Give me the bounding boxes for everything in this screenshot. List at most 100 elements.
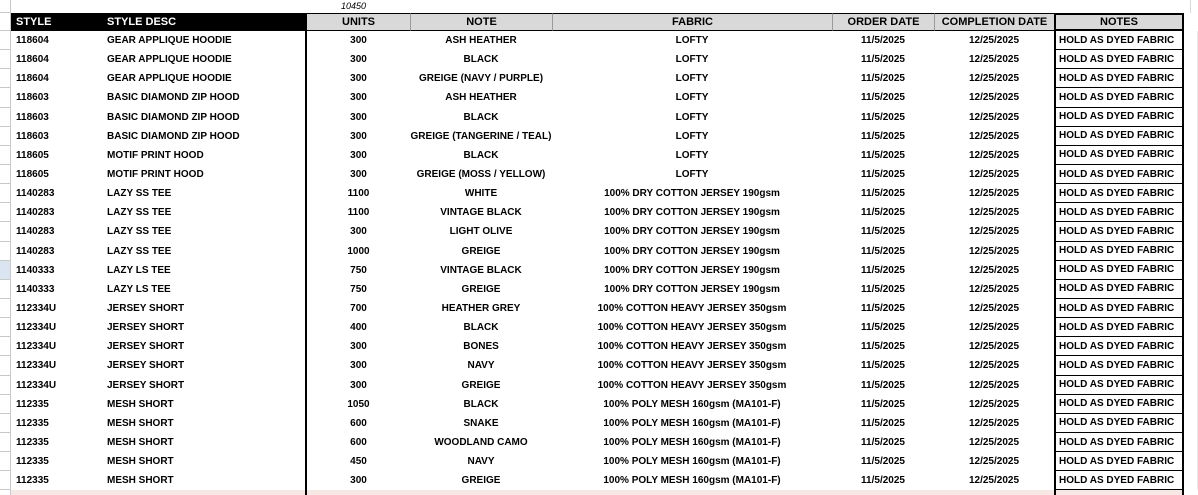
cell-fabric[interactable]: LOFTY bbox=[675, 169, 709, 181]
cell-style-desc[interactable]: JERSEY SHORT bbox=[107, 303, 185, 315]
cell-completion-date[interactable]: 12/25/2025 bbox=[968, 322, 1020, 334]
cell-note[interactable]: GREIGE (NAVY / PURPLE) bbox=[418, 73, 544, 85]
cell-notes[interactable]: HOLD AS DYED FABRIC bbox=[1054, 241, 1184, 261]
cell-note[interactable]: GREIGE (MOSS / YELLOW) bbox=[416, 169, 546, 181]
cell-style-desc[interactable]: GEAR APPLIQUE HOODIE bbox=[107, 54, 232, 66]
cell-notes[interactable]: HOLD AS DYED FABRIC bbox=[1054, 184, 1184, 204]
cell-notes[interactable]: HOLD AS DYED FABRIC bbox=[1054, 260, 1184, 280]
cell-units[interactable]: 300 bbox=[305, 69, 410, 89]
row-header-cell[interactable] bbox=[0, 241, 11, 261]
cell-style-desc[interactable]: MOTIF PRINT HOOD bbox=[107, 149, 204, 161]
cell-empty[interactable] bbox=[1184, 298, 1198, 319]
cell-completion-date[interactable]: 12/25/2025 bbox=[968, 73, 1020, 85]
row-header-cell[interactable] bbox=[0, 69, 11, 89]
cell-units[interactable]: 1100 bbox=[305, 184, 410, 204]
cell-style[interactable]: 118605 bbox=[16, 169, 49, 181]
cell-completion-date[interactable]: 12/25/2025 bbox=[968, 130, 1020, 142]
cell-style[interactable]: 118603 bbox=[16, 92, 49, 104]
cell-units[interactable]: 300 bbox=[305, 126, 410, 146]
row-header-cell[interactable] bbox=[0, 260, 11, 280]
row-header-cell[interactable] bbox=[0, 452, 11, 472]
cell-empty[interactable] bbox=[1184, 452, 1198, 472]
cell-style-desc[interactable]: GEAR APPLIQUE HOODIE bbox=[107, 35, 232, 47]
cell-fabric[interactable]: 100% DRY COTTON JERSEY 190gsm bbox=[604, 188, 780, 200]
cell-style-desc[interactable]: JERSEY SHORT bbox=[107, 360, 185, 372]
cell-style-desc[interactable]: JERSEY SHORT bbox=[107, 322, 185, 334]
cell-empty[interactable] bbox=[1184, 260, 1198, 280]
cell-units[interactable]: 1100 bbox=[305, 203, 410, 223]
cell-note[interactable]: ASH HEATHER bbox=[445, 35, 517, 47]
cell-empty[interactable] bbox=[1184, 145, 1198, 165]
cell-order-date[interactable]: 11/5/2025 bbox=[861, 398, 905, 410]
cell-fabric[interactable]: 100% COTTON HEAVY JERSEY 350gsm bbox=[597, 303, 787, 315]
cell-style[interactable]: 1140333 bbox=[16, 264, 55, 276]
cell-style[interactable]: 112334U bbox=[16, 360, 57, 372]
cell-empty[interactable] bbox=[1184, 164, 1198, 185]
row-header-cell[interactable] bbox=[0, 50, 11, 70]
cell-completion-date[interactable]: 12/25/2025 bbox=[968, 303, 1020, 315]
cell-note[interactable]: NAVY bbox=[467, 360, 495, 372]
cell-style[interactable]: 118605 bbox=[16, 149, 49, 161]
row-header-cell[interactable] bbox=[0, 203, 11, 223]
row-header-cell[interactable] bbox=[0, 490, 11, 495]
cell-completion-date[interactable]: 12/25/2025 bbox=[968, 379, 1020, 391]
cell-completion-date[interactable]: 12/25/2025 bbox=[968, 35, 1020, 47]
cell-units[interactable]: 700 bbox=[305, 298, 410, 319]
cell-units[interactable]: 300 bbox=[305, 375, 410, 395]
cell-completion-date[interactable]: 12/25/2025 bbox=[968, 456, 1020, 468]
cell-note[interactable]: GREIGE bbox=[461, 475, 501, 487]
cell-notes[interactable]: HOLD AS DYED FABRIC bbox=[1054, 413, 1184, 433]
cell-order-date[interactable]: 11/5/2025 bbox=[861, 111, 905, 123]
cell-fabric[interactable]: LOFTY bbox=[675, 73, 709, 85]
cell-order-date[interactable]: 11/5/2025 bbox=[861, 54, 905, 66]
cell-units[interactable]: 300 bbox=[305, 50, 410, 70]
cell-empty[interactable] bbox=[1184, 318, 1198, 338]
cell-note[interactable]: GREIGE bbox=[461, 245, 501, 257]
cell-style[interactable]: 118603 bbox=[16, 130, 49, 142]
cell-units[interactable]: 1050 bbox=[305, 394, 410, 414]
cell-style-desc[interactable]: MESH SHORT bbox=[107, 456, 174, 468]
cell-fabric[interactable]: LOFTY bbox=[675, 54, 709, 66]
cell-empty[interactable] bbox=[1184, 356, 1198, 376]
cell-empty[interactable] bbox=[1184, 31, 1198, 51]
cell-notes[interactable]: HOLD AS DYED FABRIC bbox=[1054, 50, 1184, 70]
cell-units[interactable]: 300 bbox=[305, 337, 410, 357]
cell-note[interactable]: BONES bbox=[463, 341, 499, 353]
cell-completion-date[interactable]: 12/25/2025 bbox=[968, 264, 1020, 276]
column-header-notes[interactable]: NOTES bbox=[1054, 13, 1184, 31]
row-header-cell[interactable] bbox=[0, 356, 11, 376]
cell-completion-date[interactable]: 12/25/2025 bbox=[968, 169, 1020, 181]
cell-completion-date[interactable]: 12/25/2025 bbox=[968, 245, 1020, 257]
cell-style[interactable]: 118603 bbox=[16, 111, 49, 123]
cell-completion-date[interactable]: 12/25/2025 bbox=[968, 188, 1020, 200]
cell-fabric[interactable]: 100% POLY MESH 160gsm (MA101-F) bbox=[603, 437, 781, 449]
cell-fabric[interactable]: LOFTY bbox=[675, 149, 709, 161]
row-header-cell[interactable] bbox=[0, 13, 11, 31]
cell-style[interactable]: 112334U bbox=[16, 322, 57, 334]
row-header-cell[interactable] bbox=[0, 298, 11, 319]
cell-empty[interactable] bbox=[1184, 203, 1198, 223]
cell-style-desc[interactable]: MESH SHORT bbox=[107, 417, 174, 429]
cell-style-desc[interactable]: BASIC DIAMOND ZIP HOOD bbox=[107, 130, 240, 142]
row-header-cell[interactable] bbox=[0, 375, 11, 395]
cell-style-desc[interactable]: JERSEY SHORT bbox=[107, 341, 185, 353]
cell-fabric[interactable]: 100% COTTON HEAVY JERSEY 350gsm bbox=[597, 379, 787, 391]
cell-style[interactable]: 118604 bbox=[16, 73, 49, 85]
column-header-note[interactable]: NOTE bbox=[410, 13, 552, 31]
cell-order-date[interactable]: 11/5/2025 bbox=[861, 149, 905, 161]
cell-notes[interactable]: HOLD AS DYED FABRIC bbox=[1054, 279, 1184, 299]
cell-completion-date[interactable]: 12/25/2025 bbox=[968, 149, 1020, 161]
cell-note[interactable]: NAVY bbox=[467, 456, 495, 468]
column-header-style[interactable]: STYLE bbox=[16, 16, 52, 28]
cell-notes[interactable]: HOLD AS DYED FABRIC bbox=[1054, 318, 1184, 338]
cell-fabric[interactable]: LOFTY bbox=[675, 92, 709, 104]
cell-style-desc[interactable]: MESH SHORT bbox=[107, 475, 174, 487]
cell-fabric[interactable]: 100% POLY MESH 160gsm (MA101-F) bbox=[603, 456, 781, 468]
cell-style[interactable]: 112334U bbox=[16, 341, 57, 353]
cell-order-date[interactable]: 11/5/2025 bbox=[861, 188, 905, 200]
cell-empty[interactable] bbox=[1184, 413, 1198, 433]
row-header-cell[interactable] bbox=[0, 107, 11, 127]
cell-note[interactable]: BLACK bbox=[463, 149, 499, 161]
cell-notes[interactable]: HOLD AS DYED FABRIC bbox=[1054, 126, 1184, 146]
cell-units[interactable]: 600 bbox=[305, 413, 410, 433]
